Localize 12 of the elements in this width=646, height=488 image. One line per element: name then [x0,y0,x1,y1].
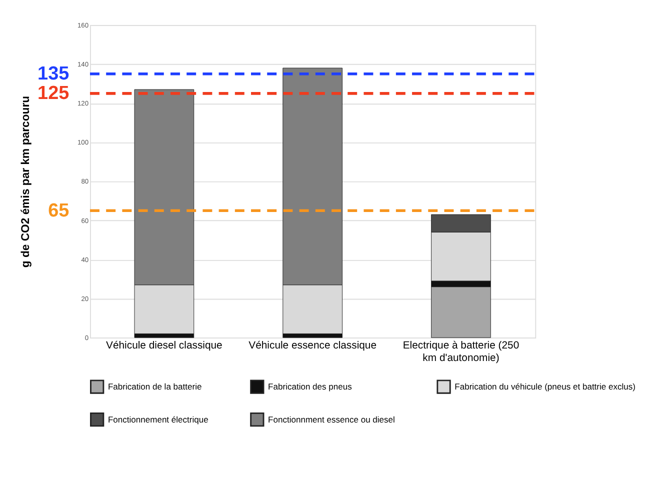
y-axis-title: g de CO2 émis par km parcouru [20,96,32,268]
x-tick-label: Véhicule essence classique [248,340,377,352]
legend-label: Fonctionnment essence ou diesel [268,414,396,424]
ref-line-label: 125 [38,83,70,104]
x-tick-label: Electrique à batterie (250 km d'autonomie) [402,340,520,364]
legend-label: Fabrication des pneus [268,382,352,392]
legend-label: Fabrication de la batterie [108,382,202,392]
ref-line-label: 135 [38,64,70,85]
legend-label: Fabrication du véhicule (pneus et battrie exclus) [454,382,636,392]
x-tick-label: Véhicule diesel classique [106,340,223,352]
legend-label: Fonctionnement électrique [108,414,209,424]
ref-line-label: 65 [48,200,70,222]
